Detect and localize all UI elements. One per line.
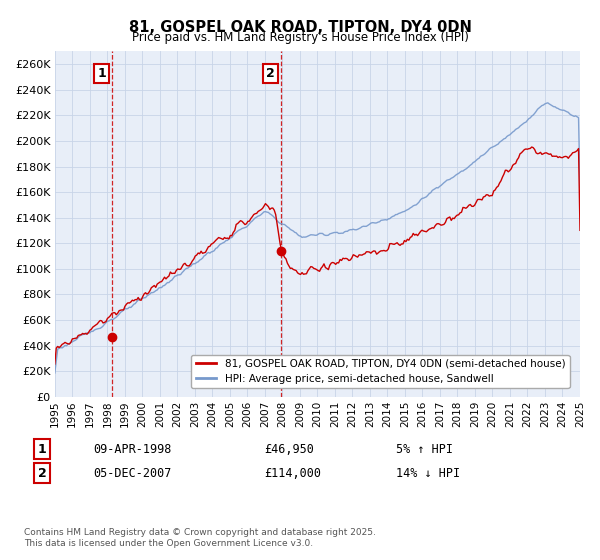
Text: 1: 1 xyxy=(97,67,106,80)
Text: £114,000: £114,000 xyxy=(264,466,321,480)
Text: 14% ↓ HPI: 14% ↓ HPI xyxy=(396,466,460,480)
Text: Contains HM Land Registry data © Crown copyright and database right 2025.
This d: Contains HM Land Registry data © Crown c… xyxy=(24,528,376,548)
Text: 5% ↑ HPI: 5% ↑ HPI xyxy=(396,442,453,456)
Text: £46,950: £46,950 xyxy=(264,442,314,456)
Text: Price paid vs. HM Land Registry's House Price Index (HPI): Price paid vs. HM Land Registry's House … xyxy=(131,31,469,44)
Text: 1: 1 xyxy=(38,442,46,456)
Text: 05-DEC-2007: 05-DEC-2007 xyxy=(93,466,172,480)
Text: 09-APR-1998: 09-APR-1998 xyxy=(93,442,172,456)
Text: 2: 2 xyxy=(266,67,275,80)
Text: 81, GOSPEL OAK ROAD, TIPTON, DY4 0DN: 81, GOSPEL OAK ROAD, TIPTON, DY4 0DN xyxy=(128,20,472,35)
Text: 2: 2 xyxy=(38,466,46,480)
Legend: 81, GOSPEL OAK ROAD, TIPTON, DY4 0DN (semi-detached house), HPI: Average price, : 81, GOSPEL OAK ROAD, TIPTON, DY4 0DN (se… xyxy=(191,354,569,388)
